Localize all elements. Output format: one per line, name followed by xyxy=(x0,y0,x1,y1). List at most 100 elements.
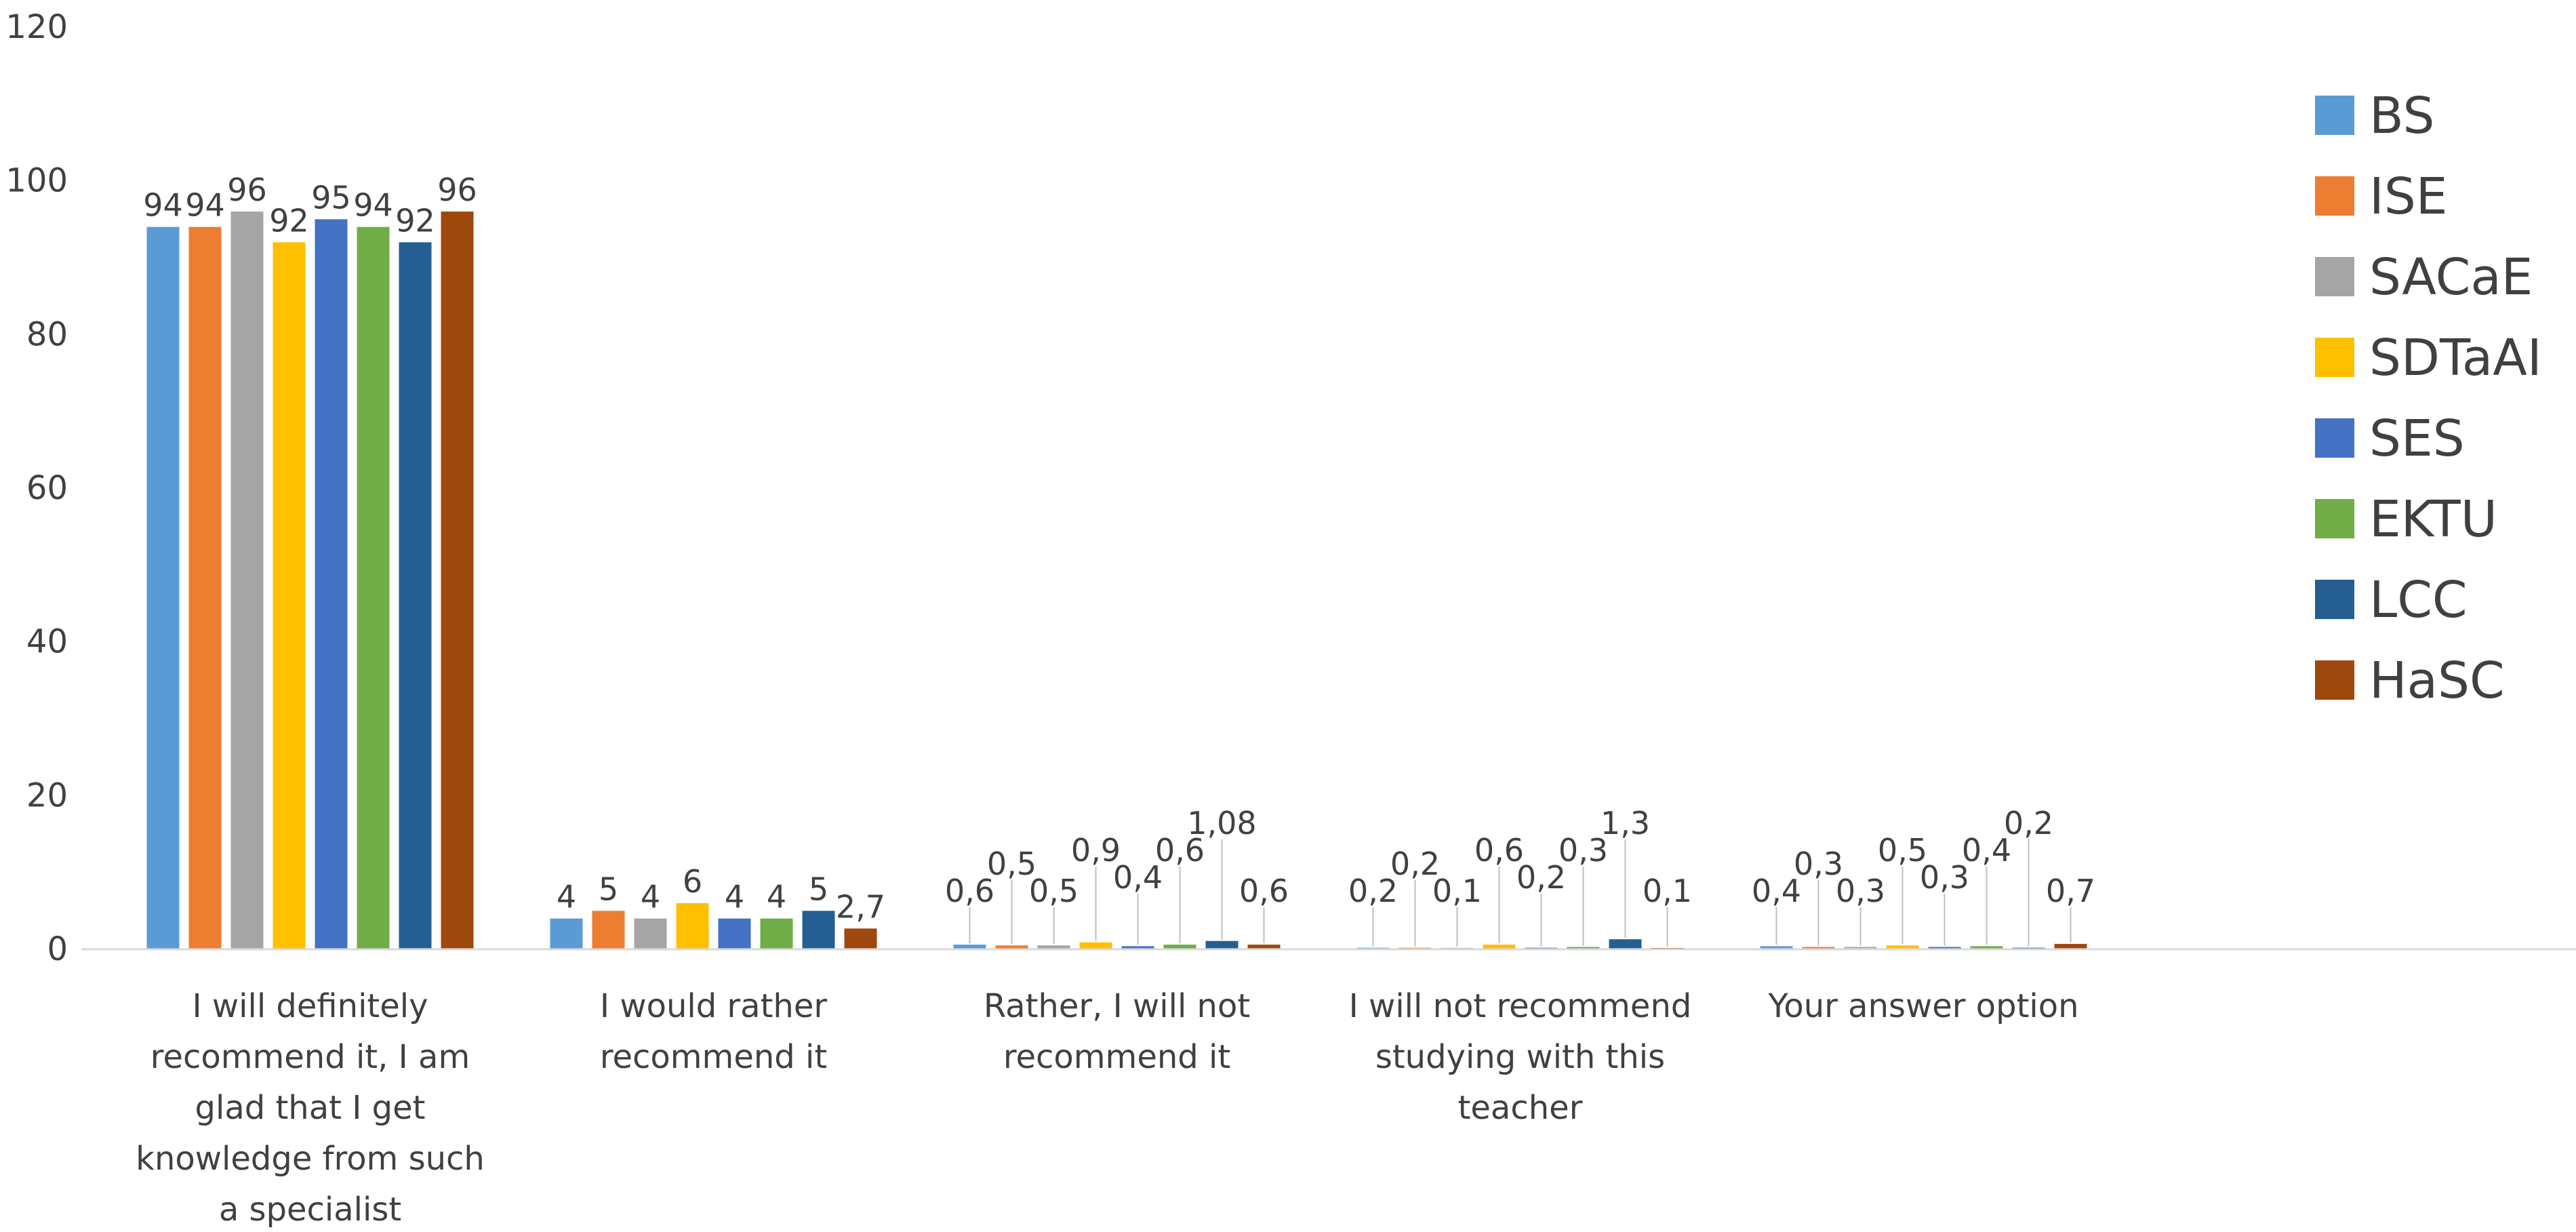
bar-lcc-2 xyxy=(1205,940,1239,949)
bar-ses-0 xyxy=(315,219,348,949)
data-label-sacae-0: 96 xyxy=(227,172,267,208)
legend-swatch-bs xyxy=(2315,96,2354,135)
bar-ses-4 xyxy=(1928,947,1961,949)
data-label-ses-2: 0,4 xyxy=(1113,859,1163,896)
data-label-bs-0: 94 xyxy=(143,187,183,224)
x-axis-category-labels: I will definitely recommend it, I am glad … xyxy=(136,987,2078,1229)
data-label-sdtaai-2: 0,9 xyxy=(1071,832,1121,869)
bar-ektu-2 xyxy=(1163,945,1196,949)
data-label-ise-2: 0,5 xyxy=(987,846,1037,882)
bar-hasc-2 xyxy=(1247,945,1281,949)
category-label-3-line-2: teacher xyxy=(1458,1089,1583,1127)
bar-sacae-2 xyxy=(1037,945,1070,949)
bar-ses-2 xyxy=(1121,946,1154,949)
data-label-bs-2: 0,6 xyxy=(945,873,994,909)
data-label-lcc-4: 0,2 xyxy=(2004,805,2053,841)
data-label-lcc-2: 1,08 xyxy=(1187,805,1256,841)
y-tick-label-20: 20 xyxy=(26,776,68,814)
y-axis-ticks: 0 20 40 60 80 100 120 xyxy=(5,8,68,968)
data-label-hasc-4: 0,7 xyxy=(2046,873,2095,909)
y-tick-label-80: 80 xyxy=(26,315,68,353)
y-tick-label-120: 120 xyxy=(5,8,68,46)
bar-ise-2 xyxy=(995,945,1028,949)
category-label-0-line-0: I will definitely xyxy=(192,987,428,1025)
bar-ektu-1 xyxy=(760,918,793,949)
data-label-lcc-0: 92 xyxy=(395,202,435,239)
bar-sdtaai-1 xyxy=(676,903,709,949)
data-label-lcc-3: 1,3 xyxy=(1601,805,1650,841)
data-label-ses-1: 4 xyxy=(725,879,744,915)
category-label-0-line-1: recommend it, I am xyxy=(150,1038,470,1076)
legend-label-bs: BS xyxy=(2369,87,2434,145)
bar-sacae-1 xyxy=(634,918,667,949)
data-label-ektu-3: 0,3 xyxy=(1558,832,1608,869)
bar-sdtaai-4 xyxy=(1886,945,1919,949)
data-label-ise-3: 0,2 xyxy=(1390,846,1440,882)
bar-hasc-0 xyxy=(441,212,474,949)
data-label-ise-4: 0,3 xyxy=(1794,846,1843,882)
y-tick-label-100: 100 xyxy=(5,162,68,200)
bar-ektu-0 xyxy=(357,226,390,950)
legend-label-ise: ISE xyxy=(2369,167,2448,226)
data-label-sacae-2: 0,5 xyxy=(1029,873,1079,909)
data-label-hasc-2: 0,6 xyxy=(1239,873,1289,909)
bar-lcc-1 xyxy=(802,911,835,949)
data-label-sdtaai-1: 6 xyxy=(683,863,702,900)
category-label-2-line-1: recommend it xyxy=(1003,1038,1230,1076)
legend-label-ses: SES xyxy=(2369,410,2465,468)
bar-ektu-4 xyxy=(1970,946,2003,949)
legend-swatch-ise xyxy=(2315,176,2354,216)
y-tick-label-0: 0 xyxy=(47,930,68,968)
bar-sdtaai-0 xyxy=(273,242,306,949)
category-label-0-line-4: a specialist xyxy=(219,1191,401,1229)
data-label-sdtaai-3: 0,6 xyxy=(1474,832,1524,869)
bar-sdtaai-2 xyxy=(1079,942,1112,949)
bar-lcc-3 xyxy=(1609,939,1642,949)
bar-bs-2 xyxy=(953,945,986,949)
category-label-3-line-0: I will not recommend xyxy=(1349,987,1692,1025)
category-label-4-line-0: Your answer option xyxy=(1767,987,2078,1025)
data-label-bs-3: 0,2 xyxy=(1348,873,1398,909)
legend-swatch-sacae xyxy=(2315,257,2354,296)
data-label-ektu-1: 4 xyxy=(767,879,786,915)
legend: BS ISE SACaE SDTaAI SES EKTU LCC HaSC xyxy=(2315,87,2542,710)
legend-label-hasc: HaSC xyxy=(2369,652,2505,710)
legend-swatch-hasc xyxy=(2315,660,2354,700)
category-label-1-line-0: I would rather xyxy=(600,987,827,1025)
data-label-leader-lines xyxy=(969,839,2072,947)
data-label-bs-1: 4 xyxy=(557,879,576,915)
legend-label-sdtaai: SDTaAI xyxy=(2369,329,2542,387)
category-label-1-line-1: recommend it xyxy=(600,1038,827,1076)
data-label-sdtaai-4: 0,5 xyxy=(1878,832,1927,869)
category-label-0-line-2: glad that I get xyxy=(195,1089,426,1127)
data-label-ektu-2: 0,6 xyxy=(1155,832,1205,869)
data-label-sacae-1: 4 xyxy=(641,879,660,915)
bar-ise-1 xyxy=(592,911,625,949)
y-tick-label-60: 60 xyxy=(26,469,68,507)
bar-sdtaai-3 xyxy=(1483,945,1516,949)
data-label-hasc-3: 0,1 xyxy=(1643,873,1692,909)
legend-label-ektu: EKTU xyxy=(2369,490,2497,549)
data-label-ses-3: 0,2 xyxy=(1516,859,1566,896)
legend-label-sacae: SACaE xyxy=(2369,248,2533,306)
data-label-hasc-0: 96 xyxy=(437,172,477,208)
bars xyxy=(146,212,2087,950)
data-label-sacae-4: 0,3 xyxy=(1836,873,1885,909)
data-label-ses-4: 0,3 xyxy=(1920,859,1969,896)
bar-ses-1 xyxy=(718,918,751,949)
category-label-2-line-0: Rather, I will not xyxy=(984,987,1250,1025)
bar-ise-0 xyxy=(188,226,222,950)
legend-swatch-ektu xyxy=(2315,499,2354,538)
bar-ektu-3 xyxy=(1567,947,1600,949)
data-label-ektu-4: 0,4 xyxy=(1962,832,2011,869)
bar-sacae-4 xyxy=(1844,947,1877,949)
bar-bs-1 xyxy=(550,918,583,949)
data-label-lcc-1: 5 xyxy=(809,871,828,907)
bar-hasc-1 xyxy=(844,928,877,949)
data-label-sacae-3: 0,1 xyxy=(1432,873,1482,909)
bar-sacae-0 xyxy=(230,212,264,949)
bar-bs-4 xyxy=(1760,946,1793,949)
bar-ise-4 xyxy=(1802,947,1835,949)
data-label-bs-4: 0,4 xyxy=(1752,873,1801,909)
